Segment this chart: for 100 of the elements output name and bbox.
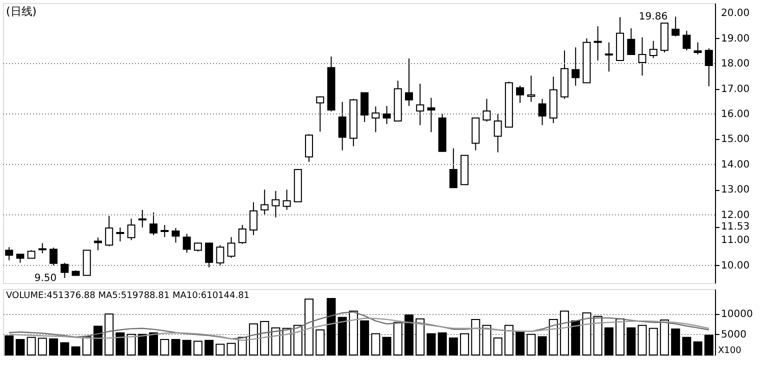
candlestick [527, 75, 536, 102]
candlestick [427, 97, 436, 133]
bar [382, 336, 392, 356]
candlestick [538, 98, 546, 126]
y-tick-label: 14.00 [721, 159, 750, 170]
candlestick [704, 48, 713, 87]
bar [404, 314, 414, 356]
bar [648, 328, 658, 356]
bar [560, 310, 569, 356]
bar [660, 320, 669, 356]
bar [60, 342, 70, 356]
y-tick-label: 15.00 [721, 134, 750, 146]
bar [448, 337, 458, 356]
candlestick [382, 105, 391, 125]
chart-title: (日线) [6, 5, 37, 18]
line-series [8, 318, 710, 341]
candlestick [5, 246, 14, 261]
text: X100 [718, 346, 742, 356]
candlestick [627, 28, 636, 55]
y-tick-label: 10.00 [721, 260, 750, 272]
candlestick [127, 218, 136, 241]
candlestick [482, 98, 491, 122]
bar [426, 333, 436, 356]
candlestick [272, 190, 280, 218]
candlestick [604, 42, 613, 72]
candlestick [105, 215, 114, 247]
bar [282, 328, 292, 356]
bar [126, 334, 136, 356]
candlestick [205, 242, 214, 268]
bar [504, 324, 514, 356]
candlestick [116, 227, 124, 242]
bar [438, 332, 447, 356]
bar [582, 312, 592, 356]
candlestick [494, 113, 502, 153]
candlestick [38, 242, 46, 254]
candlestick [360, 92, 369, 123]
candlestick [160, 224, 169, 238]
annotation: VOLUME:451376.88 MA5:519788.81 MA10:610144.81 [6, 291, 250, 301]
bar [226, 342, 236, 356]
y-tick-label: 11.00 [721, 235, 750, 246]
bar [693, 341, 702, 356]
bar [482, 324, 492, 356]
annotation: 9.50 [34, 272, 57, 284]
bar [626, 327, 636, 356]
y-tick-label: 10000 [721, 308, 753, 320]
y-tick-label: 12.00 [721, 210, 750, 221]
bar [593, 316, 602, 356]
bar [548, 318, 558, 356]
candlestick [649, 40, 658, 58]
candlestick [249, 202, 258, 236]
candlestick [182, 233, 191, 254]
bar [82, 336, 92, 356]
bar [360, 320, 370, 356]
candlestick [60, 262, 69, 278]
bar [616, 318, 625, 356]
bar [16, 338, 25, 356]
bar [416, 318, 425, 356]
candlestick [572, 46, 580, 86]
bar [93, 326, 102, 356]
bar [316, 329, 325, 356]
bar [571, 320, 580, 356]
candlestick [138, 209, 146, 228]
y-tick-label: 5000 [721, 329, 746, 340]
bar [149, 332, 158, 356]
bar [460, 333, 470, 356]
bar [271, 327, 280, 356]
bar [671, 328, 680, 356]
candlestick [172, 228, 180, 244]
candlestick [260, 189, 269, 216]
y-tick-label: 11.53 [721, 222, 750, 233]
candlestick [150, 212, 158, 236]
bar [682, 336, 692, 356]
bar [204, 340, 214, 356]
bar [248, 323, 258, 356]
candlestick [94, 237, 102, 251]
bar [326, 298, 336, 356]
annotation: 19.86 [638, 12, 668, 23]
candlestick [672, 16, 680, 37]
bar [38, 338, 47, 356]
bar [138, 334, 147, 356]
bar [371, 333, 380, 356]
candlestick [282, 189, 291, 210]
bar [171, 338, 180, 356]
line-series [8, 311, 710, 340]
bar [104, 314, 114, 356]
y-tick-label: 17.00 [721, 84, 750, 95]
y-tick-label: 19.00 [721, 33, 750, 44]
bar [71, 346, 80, 356]
bar [393, 322, 402, 356]
bar [116, 332, 125, 356]
candlestick [338, 101, 346, 151]
bar [182, 340, 192, 356]
candlestick [449, 148, 458, 188]
bar [216, 344, 225, 356]
bar [193, 340, 202, 356]
candlestick [682, 30, 691, 51]
candlestick [316, 96, 324, 132]
bar [4, 335, 14, 356]
bar [160, 338, 170, 356]
candlestick [694, 42, 702, 55]
